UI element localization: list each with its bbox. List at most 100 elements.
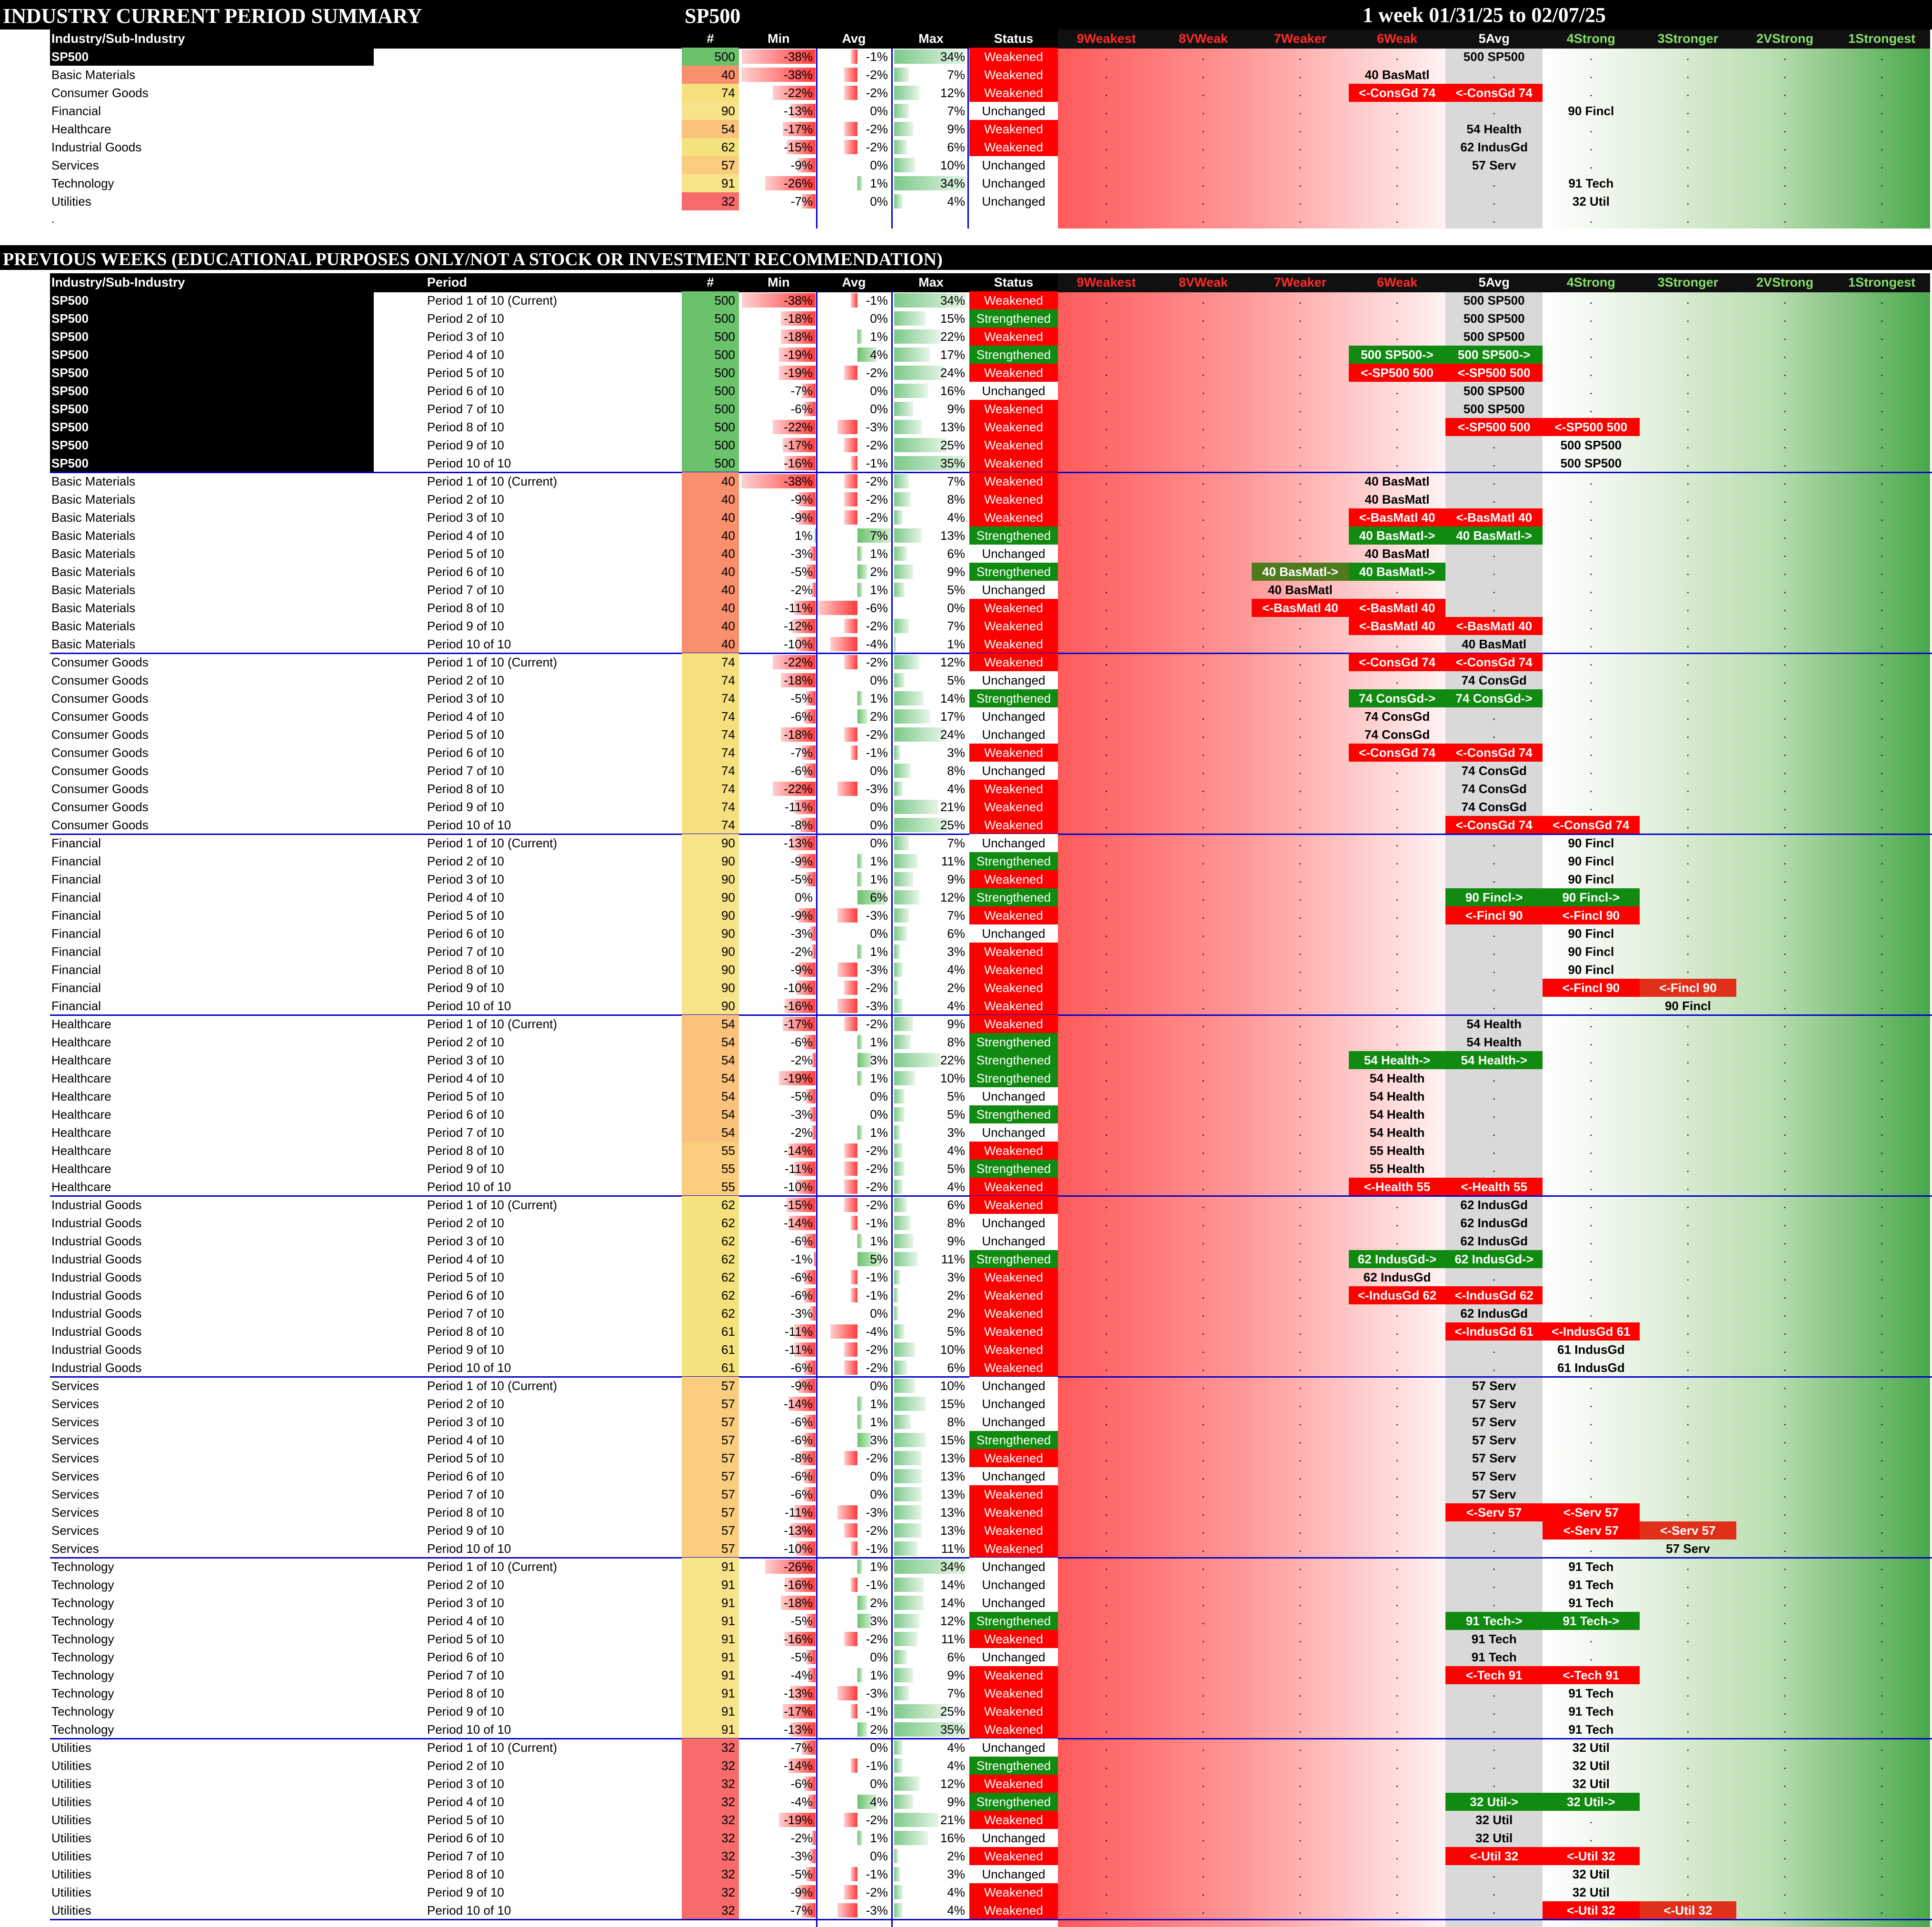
industry-name[interactable]: Technology (51, 1722, 114, 1737)
industry-name[interactable]: Basic Materials (51, 637, 136, 651)
industry-name[interactable]: SP500 (51, 364, 89, 382)
industry-name[interactable]: Industrial Goods (51, 140, 142, 154)
industry-name[interactable]: SP500 (51, 436, 89, 454)
industry-name[interactable]: Services (51, 1415, 99, 1429)
industry-name[interactable]: Consumer Goods (51, 745, 149, 760)
industry-name[interactable]: Industrial Goods (51, 1198, 142, 1212)
industry-name[interactable]: Utilities (51, 1795, 91, 1809)
industry-name[interactable]: Industrial Goods (51, 1288, 142, 1302)
industry-name[interactable]: Technology (51, 1614, 114, 1628)
industry-name[interactable]: Healthcare (51, 122, 111, 136)
industry-name[interactable]: Technology (51, 1596, 114, 1610)
industry-name[interactable]: Consumer Goods (51, 86, 149, 100)
industry-name[interactable]: Utilities (51, 1903, 91, 1917)
industry-name[interactable]: Utilities (51, 1758, 91, 1773)
industry-name[interactable]: Healthcare (51, 1017, 111, 1031)
industry-name[interactable]: Basic Materials (51, 474, 136, 488)
industry-name[interactable]: SP500 (51, 400, 89, 418)
industry-name[interactable]: Industrial Goods (51, 1324, 142, 1339)
industry-name[interactable]: Financial (51, 963, 101, 977)
industry-name[interactable]: Financial (51, 836, 101, 850)
industry-name[interactable]: Consumer Goods (51, 655, 149, 669)
industry-name[interactable]: Technology (51, 1578, 114, 1592)
industry-name[interactable]: Industrial Goods (51, 1270, 142, 1284)
industry-name[interactable]: Financial (51, 944, 101, 959)
industry-name[interactable]: Financial (51, 104, 101, 118)
industry-name[interactable]: Services (51, 158, 99, 172)
industry-name[interactable]: Utilities (51, 194, 91, 209)
industry-name[interactable]: Services (51, 1451, 99, 1465)
industry-name[interactable]: Healthcare (51, 1162, 111, 1176)
industry-name[interactable]: Utilities (51, 1777, 91, 1791)
industry-name[interactable]: Consumer Goods (51, 818, 149, 832)
industry-name[interactable]: Utilities (51, 1849, 91, 1863)
industry-name[interactable]: Services (51, 1523, 99, 1538)
industry-name[interactable]: SP500 (51, 346, 89, 364)
industry-name[interactable]: Services (51, 1433, 99, 1447)
industry-name[interactable]: Basic Materials (51, 492, 136, 507)
industry-name[interactable]: Industrial Goods (51, 1342, 142, 1357)
industry-name[interactable]: Services (51, 1505, 99, 1520)
industry-name[interactable]: Services (51, 1541, 99, 1556)
industry-name[interactable]: Healthcare (51, 1089, 111, 1103)
industry-name[interactable]: Services (51, 1469, 99, 1483)
industry-name[interactable]: Basic Materials (51, 601, 136, 615)
industry-name[interactable]: Consumer Goods (51, 691, 149, 705)
industry-name[interactable]: Healthcare (51, 1071, 111, 1085)
max-bar (894, 68, 909, 82)
industry-name[interactable]: Financial (51, 908, 101, 923)
industry-name[interactable]: Industrial Goods (51, 1361, 142, 1375)
industry-name[interactable]: Basic Materials (51, 528, 136, 543)
industry-name[interactable]: SP500 (51, 418, 89, 436)
industry-name[interactable]: Utilities (51, 1885, 91, 1899)
industry-name[interactable]: Consumer Goods (51, 673, 149, 687)
industry-name[interactable]: Healthcare (51, 1053, 111, 1067)
industry-name[interactable]: Consumer Goods (51, 727, 149, 742)
industry-name[interactable]: Technology (51, 1704, 114, 1718)
industry-name[interactable]: Healthcare (51, 1035, 111, 1049)
industry-name[interactable]: Healthcare (51, 1143, 111, 1158)
industry-name[interactable]: Consumer Goods (51, 764, 149, 778)
industry-name[interactable]: Utilities (51, 1740, 91, 1755)
industry-name[interactable]: Consumer Goods (51, 800, 149, 814)
industry-name[interactable]: Financial (51, 999, 101, 1013)
industry-name[interactable]: Basic Materials (51, 619, 136, 633)
industry-name[interactable]: SP500 (51, 291, 89, 309)
industry-name[interactable]: Healthcare (51, 1180, 111, 1194)
industry-name[interactable]: Industrial Goods (51, 1234, 142, 1248)
industry-name[interactable]: Basic Materials (51, 68, 136, 82)
industry-name[interactable]: Technology (51, 1668, 114, 1682)
industry-name[interactable]: Technology (51, 1686, 114, 1700)
industry-name[interactable]: Services (51, 1487, 99, 1501)
industry-name[interactable]: SP500 (51, 382, 89, 400)
industry-name[interactable]: Basic Materials (51, 510, 136, 525)
industry-name[interactable]: Consumer Goods (51, 709, 149, 724)
industry-name[interactable]: Basic Materials (51, 565, 136, 579)
industry-name[interactable]: Financial (51, 872, 101, 886)
industry-name[interactable]: Utilities (51, 1813, 91, 1827)
industry-name[interactable]: Industrial Goods (51, 1216, 142, 1230)
industry-name[interactable]: SP500 (51, 454, 89, 472)
industry-name[interactable]: Technology (51, 1559, 114, 1574)
industry-name[interactable]: Basic Materials (51, 546, 136, 561)
industry-name[interactable]: Technology (51, 1650, 114, 1664)
industry-name[interactable]: Financial (51, 890, 101, 904)
industry-name[interactable]: Industrial Goods (51, 1306, 142, 1321)
industry-name[interactable]: Healthcare (51, 1125, 111, 1140)
industry-name[interactable]: Financial (51, 854, 101, 868)
industry-name[interactable]: Utilities (51, 1831, 91, 1845)
industry-name[interactable]: SP500 (51, 309, 89, 328)
industry-name[interactable]: Consumer Goods (51, 782, 149, 796)
industry-name[interactable]: Services (51, 1397, 99, 1411)
industry-name[interactable]: Basic Materials (51, 583, 136, 597)
industry-name[interactable]: SP500 (51, 48, 89, 66)
industry-name[interactable]: Healthcare (51, 1107, 111, 1122)
industry-name[interactable]: Financial (51, 926, 101, 941)
industry-name[interactable]: Industrial Goods (51, 1252, 142, 1266)
industry-name[interactable]: Technology (51, 1632, 114, 1646)
industry-name[interactable]: SP500 (51, 328, 89, 346)
industry-name[interactable]: Technology (51, 176, 114, 190)
industry-name[interactable]: Utilities (51, 1867, 91, 1881)
industry-name[interactable]: Services (51, 1379, 99, 1393)
industry-name[interactable]: Financial (51, 981, 101, 995)
